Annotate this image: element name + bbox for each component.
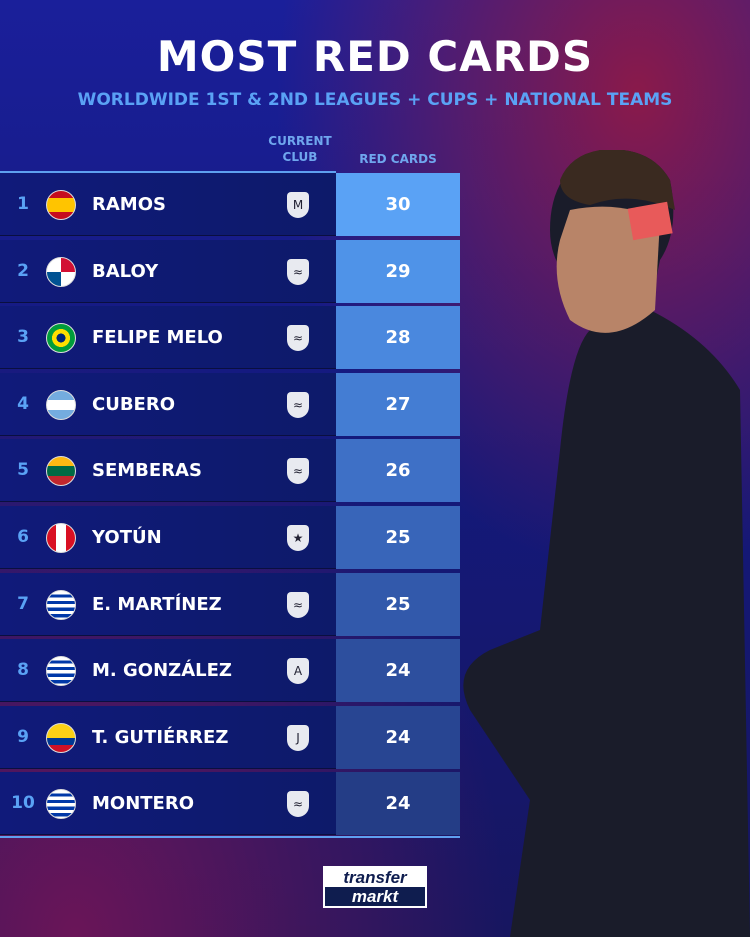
flag-colombia-icon: [46, 722, 76, 753]
red-cards-value: 29: [336, 239, 460, 303]
header-red-cards: RED CARDS: [359, 152, 437, 166]
page-title: MOST RED CARDS: [156, 32, 594, 81]
rank: 1: [17, 194, 29, 214]
retired-boots-icon: ≈: [287, 458, 309, 485]
flag-panama-icon: [46, 256, 76, 287]
player-name: E. MARTÍNEZ: [92, 593, 222, 615]
table-row: 3 FELIPE MELO ≈ 28: [0, 306, 460, 370]
player-name: T. GUTIÉRREZ: [92, 726, 229, 748]
flag-uruguay-icon: [46, 656, 76, 687]
rank: 5: [17, 460, 29, 481]
retired-boots-icon: ≈: [287, 325, 309, 352]
rank: 10: [11, 793, 35, 814]
flag-uruguay-icon: [46, 789, 76, 820]
table-row: 8 M. GONZÁLEZ A 24: [0, 639, 460, 703]
junior-crest: J: [287, 724, 309, 751]
red-cards-value: 24: [336, 705, 460, 769]
player-photo: [463, 150, 750, 937]
retired-boots-icon: ≈: [287, 258, 309, 285]
red-cards-value: 24: [336, 772, 460, 836]
table-row: 7 E. MARTÍNEZ ≈ 25: [0, 572, 460, 636]
rank: 8: [17, 660, 29, 681]
player-name: CUBERO: [92, 393, 176, 415]
table-row: 5 SEMBERAS ≈ 26: [0, 439, 460, 503]
atlas-crest: A: [287, 658, 309, 685]
player-name: RAMOS: [92, 194, 166, 215]
flag-argentina-icon: [46, 389, 76, 420]
transfermarkt-logo: transfer markt: [323, 866, 427, 908]
rank: 7: [17, 593, 29, 614]
rank: 3: [17, 327, 29, 348]
red-cards-value: 26: [336, 439, 460, 503]
retired-boots-icon: ≈: [287, 391, 309, 418]
sporting-cristal-crest: ★: [287, 525, 309, 551]
table-row: 9 T. GUTIÉRREZ J 24: [0, 705, 460, 769]
rank: 6: [17, 527, 29, 547]
flag-spain-icon: [46, 190, 76, 220]
flag-lithuania-icon: [46, 456, 76, 487]
player-name: BALOY: [92, 260, 159, 282]
rank: 9: [17, 726, 29, 747]
flag-uruguay-icon: [46, 589, 76, 620]
rank: 4: [17, 393, 29, 414]
divider: [0, 836, 460, 838]
flag-brazil-icon: [46, 323, 76, 354]
table-row: 1 RAMOS M 30: [0, 173, 460, 236]
red-cards-value: 25: [336, 506, 460, 569]
rank: 2: [17, 260, 29, 281]
player-name: SEMBERAS: [92, 460, 202, 482]
flag-peru-icon: [46, 523, 76, 553]
table-row: 2 BALOY ≈ 29: [0, 239, 460, 303]
red-cards-value: 30: [336, 173, 460, 236]
red-cards-value: 28: [336, 306, 460, 370]
red-cards-value: 27: [336, 372, 460, 436]
table-row: 6 YOTÚN ★ 25: [0, 506, 460, 569]
player-name: M. GONZÁLEZ: [92, 660, 232, 682]
table-row: 4 CUBERO ≈ 27: [0, 372, 460, 436]
retired-boots-icon: ≈: [287, 591, 309, 618]
page-subtitle: WORLDWIDE 1ST & 2ND LEAGUES + CUPS + NAT…: [77, 90, 673, 110]
player-name: MONTERO: [92, 793, 195, 815]
header-current-club: CURRENT CLUB: [268, 134, 332, 164]
red-cards-value: 25: [336, 572, 460, 636]
monterrey-crest: M: [287, 192, 309, 218]
divider: [0, 171, 336, 173]
red-cards-value: 24: [336, 639, 460, 703]
table-row: 10 MONTERO ≈ 24: [0, 772, 460, 836]
player-name: YOTÚN: [92, 527, 162, 548]
player-name: FELIPE MELO: [92, 327, 223, 349]
retired-boots-icon: ≈: [287, 791, 309, 818]
